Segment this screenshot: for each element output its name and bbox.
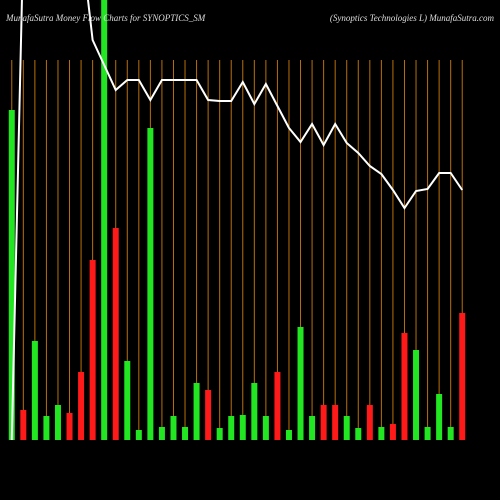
bar (343, 416, 350, 440)
bar (355, 428, 362, 440)
bar (8, 110, 15, 440)
bar (401, 333, 408, 440)
bar (389, 424, 396, 440)
bar (89, 260, 96, 440)
bar (320, 405, 327, 440)
bar (193, 383, 200, 440)
bar (251, 383, 258, 440)
bar (332, 405, 339, 440)
bar (112, 228, 119, 440)
bar (43, 416, 50, 440)
bar (135, 430, 142, 440)
bar (78, 372, 85, 440)
chart-title: MunafaSutra Money Flow Charts for SYNOPT… (5, 13, 206, 23)
price-line (10, 0, 464, 440)
bar (170, 416, 177, 440)
bar (20, 410, 27, 440)
bar (436, 394, 443, 440)
bar (66, 413, 73, 440)
bar (424, 427, 431, 440)
bar (158, 427, 165, 440)
bar (182, 427, 189, 440)
bar (31, 341, 38, 440)
bar (239, 415, 246, 440)
bar (459, 313, 466, 440)
chart-subtitle: (Synoptics Technologies L) MunafaSutra.c… (330, 13, 495, 23)
bar (378, 427, 385, 440)
bar (274, 372, 281, 440)
bar (262, 416, 269, 440)
bar (447, 427, 454, 440)
bar (54, 405, 61, 440)
bar (366, 405, 373, 440)
bar (101, 0, 108, 440)
bar (124, 361, 131, 440)
bar (285, 430, 292, 440)
bar (205, 390, 212, 440)
bar (297, 327, 304, 440)
bar (413, 350, 420, 440)
bar (228, 416, 235, 440)
bar (147, 128, 154, 440)
bar (309, 416, 316, 440)
bar (216, 428, 223, 440)
